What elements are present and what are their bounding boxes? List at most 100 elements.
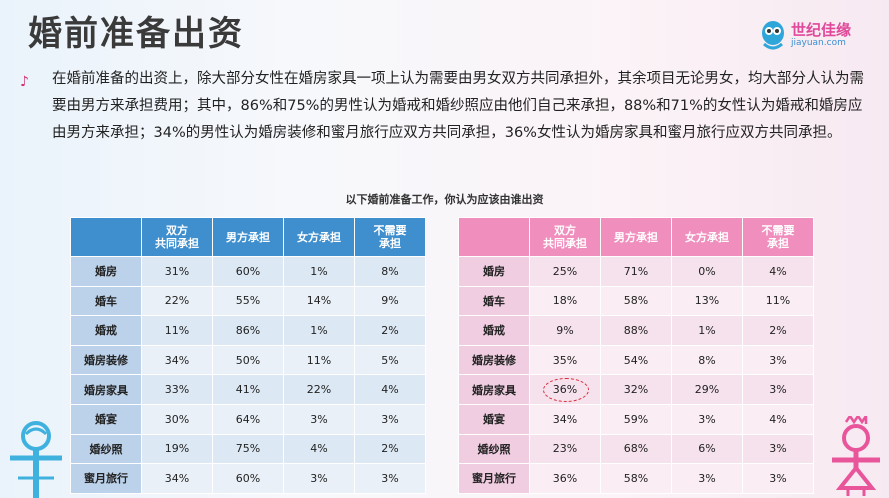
table-row: 蜜月旅行 34% 60% 3% 3% [70, 463, 426, 494]
logo-mascot-icon [762, 21, 784, 50]
table-cell: 22% [141, 285, 213, 317]
table-cell: 19% [141, 433, 213, 465]
row-header: 婚房家具 [70, 374, 142, 405]
row-header: 婚纱照 [458, 433, 530, 465]
table-cell: 2% [354, 315, 426, 346]
table-cell: 34% [141, 463, 213, 494]
table-cell: 6% [671, 433, 743, 465]
column-header: 不需要 承担 [354, 217, 426, 257]
table-cell: 3% [742, 374, 814, 405]
table-cell: 9% [354, 285, 426, 317]
row-header: 婚房 [70, 256, 142, 287]
table-cell: 2% [742, 315, 814, 346]
highlight-circle [543, 377, 589, 402]
table-cell: 35% [529, 344, 601, 376]
column-header: 男方承担 [600, 217, 672, 257]
table-cell: 31% [141, 256, 213, 287]
table-cell: 3% [283, 403, 355, 435]
table-cell: 41% [212, 374, 284, 405]
female-table: 双方 共同承担 男方承担 女方承担 不需要 承担 婚房 25% 71% 0% 4% 婚车 18% 5… [458, 217, 814, 494]
table-row: 婚车 18% 58% 13% 11% [458, 285, 814, 317]
table-cell: 1% [283, 256, 355, 287]
table-cell: 14% [283, 285, 355, 317]
table-cell: 8% [354, 256, 426, 287]
table-cell: 3% [283, 463, 355, 494]
table-caption: 以下婚前准备工作，你认为应该由谁出资 [345, 193, 544, 206]
table-cell: 75% [212, 433, 284, 465]
row-header: 婚车 [70, 285, 142, 317]
row-header: 婚车 [458, 285, 530, 317]
table-cell: 11% [742, 285, 814, 317]
table-cell: 60% [212, 463, 284, 494]
table-cell: 33% [141, 374, 213, 405]
table-cell: 36% [529, 374, 601, 405]
table-cell: 5% [354, 344, 426, 376]
summary-paragraph: 在婚前准备的出资上，除大部分女性在婚房家具一项上认为需要由男女双方共同承担外，其… [52, 71, 864, 141]
row-header: 婚宴 [458, 403, 530, 435]
table-cell: 68% [600, 433, 672, 465]
table-row: 婚宴 30% 64% 3% 3% [70, 403, 426, 435]
table-row: 婚宴 34% 59% 3% 4% [458, 403, 814, 435]
jiayuan-logo: 世纪佳缘 jiayuan.com [758, 18, 851, 52]
male-table: 双方 共同承担 男方承担 女方承担 不需要 承担 婚房 31% 60% 1% 8% 婚车 22% 5… [70, 217, 426, 494]
page-title: 婚前准备出资 [28, 14, 244, 54]
column-header: 女方承担 [671, 217, 743, 257]
table-cell: 34% [529, 403, 601, 435]
music-note-icon: ♪ [20, 74, 29, 90]
table-row: 婚房 25% 71% 0% 4% [458, 256, 814, 287]
column-header: 不需要 承担 [742, 217, 814, 257]
table-cell: 29% [671, 374, 743, 405]
table-row: 婚房装修 34% 50% 11% 5% [70, 344, 426, 376]
table-cell: 25% [529, 256, 601, 287]
table-cell: 88% [600, 315, 672, 346]
table-cell: 36% [529, 463, 601, 494]
row-header: 婚戒 [70, 315, 142, 346]
row-header: 婚房 [458, 256, 530, 287]
row-header: 婚房装修 [458, 344, 530, 376]
table-cell: 60% [212, 256, 284, 287]
table-cell: 3% [354, 403, 426, 435]
table-cell: 3% [742, 463, 814, 494]
table-cell: 9% [529, 315, 601, 346]
table-cell: 11% [283, 344, 355, 376]
table-row: 婚房家具 33% 41% 22% 4% [70, 374, 426, 405]
table-cell: 13% [671, 285, 743, 317]
column-header: 双方 共同承担 [529, 217, 601, 257]
logo-url: jiayuan.com [791, 37, 846, 48]
table-row: 婚戒 9% 88% 1% 2% [458, 315, 814, 346]
table-cell: 4% [283, 433, 355, 465]
table-row: 婚房家具 36% 32% 29% 3% [458, 374, 814, 405]
table-row: 婚房 31% 60% 1% 8% [70, 256, 426, 287]
table-cell: 1% [671, 315, 743, 346]
column-header: 男方承担 [212, 217, 284, 257]
table-cell: 3% [742, 344, 814, 376]
table-cell: 59% [600, 403, 672, 435]
table-cell: 18% [529, 285, 601, 317]
table-cell: 4% [742, 403, 814, 435]
table-cell: 64% [212, 403, 284, 435]
table-cell: 32% [600, 374, 672, 405]
row-header: 蜜月旅行 [70, 463, 142, 494]
table-cell: 22% [283, 374, 355, 405]
table-cell: 58% [600, 463, 672, 494]
column-header: 女方承担 [283, 217, 355, 257]
table-row: 婚戒 11% 86% 1% 2% [70, 315, 426, 346]
table-cell: 4% [742, 256, 814, 287]
table-cell: 58% [600, 285, 672, 317]
female-figure-icon [832, 416, 880, 496]
table-cell: 71% [600, 256, 672, 287]
row-header: 婚戒 [458, 315, 530, 346]
table-cell: 4% [354, 374, 426, 405]
table-cell: 23% [529, 433, 601, 465]
table-cell: 50% [212, 344, 284, 376]
table-cell: 30% [141, 403, 213, 435]
row-header: 婚房家具 [458, 374, 530, 405]
table-row: 婚纱照 23% 68% 6% 3% [458, 433, 814, 465]
table-cell: 55% [212, 285, 284, 317]
row-header: 婚房装修 [70, 344, 142, 376]
row-header: 婚宴 [70, 403, 142, 435]
table-cell: 2% [354, 433, 426, 465]
table-row: 婚车 22% 55% 14% 9% [70, 285, 426, 317]
table-cell: 3% [671, 403, 743, 435]
row-header: 婚纱照 [70, 433, 142, 465]
